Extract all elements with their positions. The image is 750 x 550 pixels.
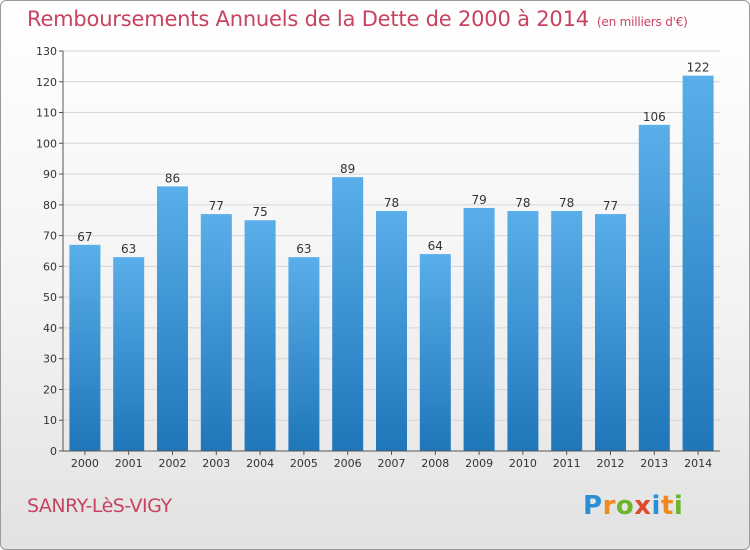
bar xyxy=(682,75,714,451)
x-tick-label: 2004 xyxy=(246,457,274,470)
y-tick-label: 50 xyxy=(43,291,57,304)
bar xyxy=(595,214,626,451)
x-tick-label: 2012 xyxy=(597,457,625,470)
x-tick-label: 2005 xyxy=(290,457,318,470)
x-tick-label: 2013 xyxy=(640,457,668,470)
y-tick-label: 40 xyxy=(43,322,57,335)
y-tick-label: 0 xyxy=(50,445,57,458)
axes: 0 10 20 30 40 50 60 70 80 90 100 110 120 130 2000 2001 2… xyxy=(36,45,720,470)
value-label: 106 xyxy=(643,110,666,124)
x-tick-label: 2010 xyxy=(509,457,537,470)
y-tick-label: 10 xyxy=(43,414,57,427)
proxiti-logo: Proxiti xyxy=(583,491,683,521)
bar xyxy=(244,220,276,451)
y-tick-label: 90 xyxy=(43,168,57,181)
value-label: 86 xyxy=(165,171,180,185)
chart-unit: (en milliers d'€) xyxy=(596,15,688,29)
data-labels: 67 63 86 77 75 63 89 78 64 79 78 78 77 106 122 xyxy=(77,61,709,257)
value-label: 63 xyxy=(121,242,136,256)
y-tick-label: 20 xyxy=(43,383,57,396)
logo-letter: r xyxy=(602,491,616,521)
x-tick-label: 2002 xyxy=(159,457,187,470)
chart-title-text: Remboursements Annuels de la Dette de 20… xyxy=(27,7,589,31)
chart-title: Remboursements Annuels de la Dette de 20… xyxy=(27,7,688,31)
x-tick-label: 2007 xyxy=(378,457,406,470)
logo-letter: P xyxy=(583,491,603,521)
x-tick-label: 2006 xyxy=(334,457,362,470)
x-tick-label: 2011 xyxy=(553,457,581,470)
value-label: 77 xyxy=(209,199,224,213)
y-tick-label: 110 xyxy=(36,107,57,120)
value-label: 78 xyxy=(384,196,399,210)
y-tick-label: 100 xyxy=(36,137,57,150)
x-tick-label: 2003 xyxy=(202,457,230,470)
y-tick-label: 30 xyxy=(43,353,57,366)
value-label: 89 xyxy=(340,162,355,176)
value-label: 78 xyxy=(515,196,530,210)
logo-letter: i xyxy=(673,491,684,521)
value-label: 79 xyxy=(471,193,486,207)
bars xyxy=(69,75,714,451)
bar xyxy=(69,244,101,451)
x-tick-label: 2000 xyxy=(71,457,99,470)
value-label: 63 xyxy=(296,242,311,256)
value-label: 75 xyxy=(252,205,267,219)
x-tick-label: 2001 xyxy=(115,457,143,470)
logo-letter: i xyxy=(651,491,661,521)
bar xyxy=(157,186,188,451)
x-tick-label: 2008 xyxy=(421,457,449,470)
x-tick-label: 2014 xyxy=(684,457,712,470)
logo-letter: o xyxy=(615,491,635,521)
commune-name: SANRY-LèS-VIGY xyxy=(27,495,172,517)
y-tick-label: 120 xyxy=(36,76,57,89)
logo-letter: t xyxy=(660,491,674,521)
bar xyxy=(463,207,495,451)
bar xyxy=(551,211,583,451)
bar xyxy=(376,211,407,451)
value-label: 67 xyxy=(77,230,92,244)
x-tick-label: 2009 xyxy=(465,457,493,470)
bar xyxy=(332,177,364,451)
y-tick-label: 60 xyxy=(43,260,57,273)
value-label: 77 xyxy=(603,199,618,213)
y-tick-label: 80 xyxy=(43,199,57,212)
logo-letter: x xyxy=(634,491,652,521)
bar xyxy=(507,211,539,451)
value-label: 64 xyxy=(428,239,443,253)
value-label: 122 xyxy=(687,61,710,75)
bar xyxy=(638,124,670,451)
bar xyxy=(113,257,145,451)
bar xyxy=(200,214,232,451)
y-tick-label: 70 xyxy=(43,230,57,243)
bar xyxy=(288,257,320,451)
value-label: 78 xyxy=(559,196,574,210)
bar xyxy=(419,254,451,451)
y-tick-label: 130 xyxy=(36,45,57,58)
